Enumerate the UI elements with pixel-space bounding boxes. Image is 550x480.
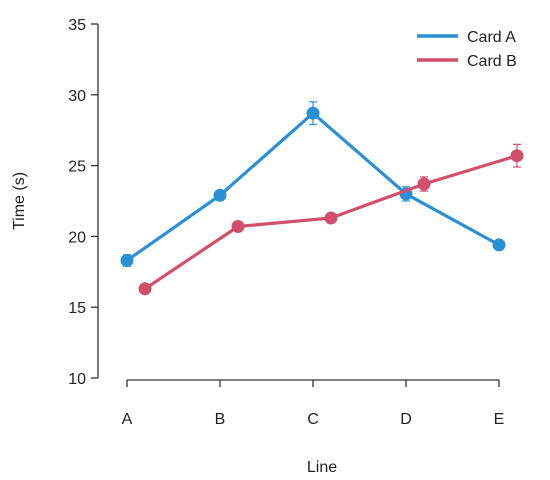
legend-label: Card B [467, 53, 517, 70]
data-point [138, 282, 152, 296]
y-tick-label: 35 [68, 17, 86, 34]
y-tick-label: 10 [68, 371, 86, 388]
y-axis-title: Time (s) [11, 172, 28, 230]
series [120, 101, 524, 296]
data-point [306, 106, 320, 120]
data-point [510, 149, 524, 163]
x-tick-label: E [494, 411, 505, 428]
x-tick-label: C [307, 411, 319, 428]
series-line [125, 111, 501, 263]
y-tick-label: 30 [68, 88, 86, 105]
data-point [492, 238, 506, 252]
x-tick-label: B [215, 411, 226, 428]
axes [97, 24, 499, 381]
series-2 [138, 143, 524, 296]
x-tick-label: D [400, 411, 412, 428]
data-point [324, 211, 338, 225]
y-ticks: 10 15 20 25 30 35 [68, 17, 98, 388]
x-ticks: A B C D E [122, 380, 505, 428]
data-point [417, 177, 431, 191]
data-point [213, 188, 227, 202]
y-tick-label: 20 [68, 229, 86, 246]
y-tick-label: 25 [68, 159, 86, 176]
x-tick-label: A [122, 411, 133, 428]
legend-label: Card A [467, 29, 516, 46]
data-point [120, 253, 134, 267]
y-tick-label: 15 [68, 300, 86, 317]
x-axis-title: Line [307, 459, 337, 476]
series-1 [120, 101, 506, 267]
data-point [231, 219, 245, 233]
legend: Card A Card B [417, 29, 517, 70]
